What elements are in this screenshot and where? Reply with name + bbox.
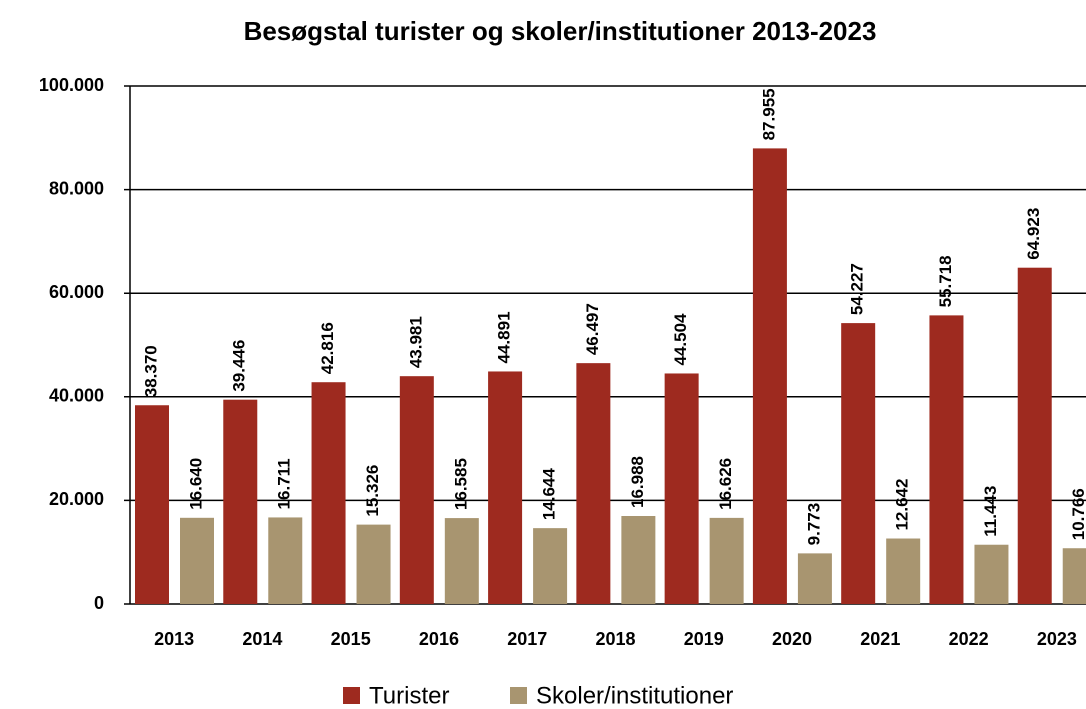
x-tick-label: 2016 (419, 629, 459, 649)
y-tick-label: 100.000 (39, 75, 104, 95)
data-label: 39.446 (230, 340, 249, 392)
data-label: 64.923 (1024, 208, 1043, 260)
bar (135, 405, 169, 604)
legend-label: Skoler/institutioner (536, 682, 733, 709)
bar (268, 517, 303, 604)
bar (621, 516, 656, 604)
data-label: 10.766 (1069, 488, 1086, 540)
legend-label: Turister (369, 682, 449, 709)
bar (533, 528, 568, 604)
bar (576, 363, 611, 604)
legend-swatch (343, 687, 360, 704)
bar (488, 371, 523, 604)
bar (311, 382, 346, 604)
y-tick-label: 80.000 (49, 178, 104, 198)
data-label: 15.326 (363, 465, 382, 517)
data-label: 12.642 (893, 479, 912, 531)
x-tick-label: 2022 (949, 629, 989, 649)
data-label: 16.988 (628, 456, 647, 508)
data-label: 11.443 (981, 486, 1000, 537)
bar (356, 524, 391, 604)
bar (974, 544, 1009, 604)
chart-title: Besøgstal turister og skoler/institution… (244, 16, 877, 46)
bar (929, 315, 964, 604)
data-label: 43.981 (406, 316, 425, 368)
bar (223, 399, 258, 604)
data-label: 46.497 (583, 303, 602, 355)
bar (797, 553, 832, 604)
data-label: 16.640 (186, 458, 205, 510)
bar (664, 373, 699, 604)
x-tick-label: 2017 (507, 629, 547, 649)
x-tick-label: 2020 (772, 629, 812, 649)
data-label: 16.585 (451, 458, 470, 510)
data-label: 14.644 (540, 468, 559, 521)
data-label: 42.816 (318, 322, 337, 374)
bar (709, 517, 744, 604)
x-tick-label: 2021 (860, 629, 900, 649)
bar (444, 518, 479, 604)
data-label: 54.227 (848, 263, 867, 315)
bar (1062, 548, 1086, 604)
data-label: 16.711 (275, 458, 294, 509)
y-tick-label: 0 (94, 593, 104, 613)
x-tick-label: 2015 (331, 629, 371, 649)
x-tick-label: 2014 (242, 629, 282, 649)
data-label: 44.504 (671, 313, 690, 366)
legend-swatch (510, 687, 527, 704)
bar (1017, 267, 1052, 604)
data-label: 44.891 (495, 311, 514, 363)
data-label: 55.718 (936, 255, 955, 307)
bar (180, 517, 214, 604)
y-tick-label: 20.000 (49, 489, 104, 509)
y-tick-label: 60.000 (49, 282, 104, 302)
bar (752, 148, 787, 604)
bar (841, 323, 876, 604)
data-label: 38.370 (141, 345, 160, 397)
data-label: 87.955 (759, 88, 778, 140)
bar (886, 538, 921, 604)
x-tick-label: 2023 (1037, 629, 1077, 649)
bar (399, 376, 434, 604)
y-tick-label: 40.000 (49, 386, 104, 406)
x-tick-label: 2013 (154, 629, 194, 649)
x-tick-label: 2018 (595, 629, 635, 649)
x-tick-label: 2019 (684, 629, 724, 649)
data-label: 16.626 (716, 458, 735, 510)
data-label: 9.773 (804, 503, 823, 546)
